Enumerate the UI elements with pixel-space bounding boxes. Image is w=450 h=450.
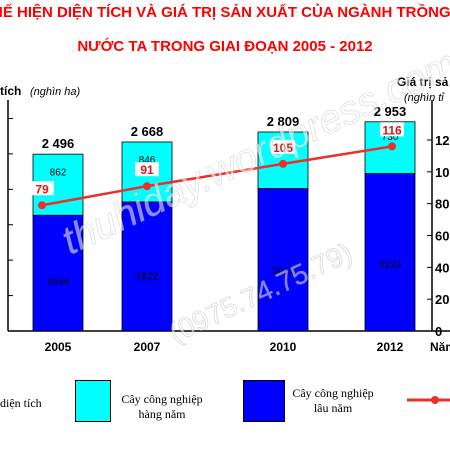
data-label-line: 91 (140, 163, 154, 177)
legend-perennial-swatch (243, 380, 285, 422)
legend-perennial-line1: Cây công nghiệp (292, 386, 374, 400)
data-label-line: 116 (382, 123, 402, 137)
x-tick-label: 2007 (134, 340, 161, 354)
bar-perennial (121, 201, 173, 332)
line-point (38, 201, 46, 210)
y-left-axis-unit: (nghìn ha) (30, 86, 80, 98)
y-right-axis-unit: (nghìn tỉ (404, 92, 445, 104)
data-label-line: 79 (35, 182, 49, 196)
y-right-tick-label: 0 (435, 324, 442, 339)
data-label-total: 2 809 (267, 114, 300, 129)
legend-annual-line1: Cây công nghiệp (121, 392, 203, 406)
y-right-tick-label: 120 (435, 133, 450, 148)
y-right-axis-title: Giá trị sả (397, 75, 449, 89)
line-label-bg (380, 122, 404, 137)
chart-title-line1: HẾ HIỆN DIỆN TÍCH VÀ GIÁ TRỊ SẢN XUẤT CỦ… (0, 4, 450, 21)
y-right-tick-label: 80 (435, 197, 449, 212)
chart-title-line2: NƯỚC TA TRONG GIAI ĐOẠN 2005 - 2012 (77, 38, 373, 55)
data-label-total: 2 496 (42, 136, 75, 151)
x-axis-title: Năm (430, 340, 450, 354)
line-label-bg (271, 139, 295, 154)
y-left-axis-title: tích (0, 84, 21, 98)
legend-annual-label: Cây công nghiệp hàng năm (112, 392, 212, 422)
line-point (143, 182, 151, 191)
line-point (279, 159, 287, 168)
bar-perennial (32, 214, 84, 332)
y-right-tick-label: 100 (435, 165, 450, 180)
data-label-perennial: 2011 (272, 266, 294, 277)
legend-annual-swatch (75, 380, 111, 422)
legend-area-label: diện tích (0, 396, 42, 410)
data-label-total: 2 668 (131, 124, 164, 139)
legend-perennial-line2: lâu năm (313, 401, 353, 415)
data-label-perennial: 1822 (136, 271, 159, 282)
chart: 0 20 40 60 80 100 120 tích (nghìn ha) Giá trị sả (… (0, 41, 450, 354)
y-right-tick-label: 60 (435, 229, 449, 244)
line-series (41, 145, 393, 207)
legend-annual-line2: hàng năm (138, 407, 186, 421)
x-tick-label: 2010 (270, 340, 297, 354)
bar-perennial (257, 188, 309, 332)
x-tick-label: 2005 (45, 340, 72, 354)
line-label-bg (30, 181, 54, 196)
data-label-annual: 730 (382, 132, 399, 143)
line-label-bg (135, 162, 159, 177)
data-label-total: 2 953 (374, 104, 407, 119)
x-tick-label: 2012 (377, 340, 404, 354)
data-label-annual: 846 (139, 155, 156, 166)
data-label-perennial: 1634 (47, 277, 70, 288)
legend-perennial-label: Cây công nghiệp lâu năm (283, 386, 383, 416)
line-point (388, 142, 396, 151)
y-right-tick-label: 20 (435, 292, 449, 307)
legend-line-swatch (407, 396, 450, 404)
bar-perennial (364, 173, 416, 332)
data-label-perennial: 2223 (379, 260, 402, 271)
data-label-line: 105 (273, 141, 293, 155)
data-label-annual: 862 (50, 168, 67, 179)
y-right-tick-label: 40 (435, 260, 449, 275)
